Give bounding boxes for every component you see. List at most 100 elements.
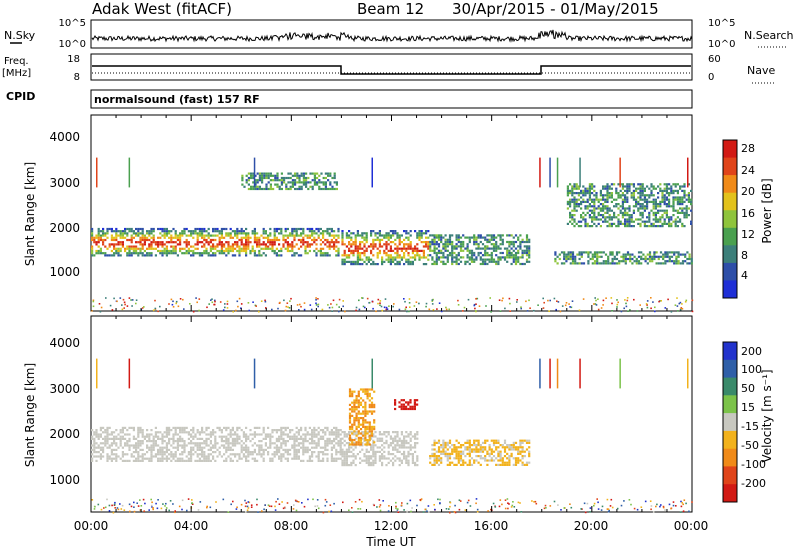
data-cell xyxy=(431,240,434,244)
speckle-cell xyxy=(595,304,598,306)
data-cell xyxy=(514,256,518,259)
data-cell xyxy=(437,439,441,442)
data-cell xyxy=(289,234,292,237)
data-cell xyxy=(675,260,678,263)
data-cell xyxy=(214,440,217,443)
data-cell xyxy=(324,252,327,255)
data-cell xyxy=(451,260,454,263)
data-cell xyxy=(99,252,102,255)
data-cell xyxy=(446,238,449,241)
data-cell xyxy=(295,426,298,429)
data-cell xyxy=(348,260,351,263)
speckle-cell xyxy=(226,307,229,309)
data-cell xyxy=(368,410,371,413)
data-cell xyxy=(254,181,257,184)
data-cell xyxy=(486,238,489,241)
data-cell xyxy=(387,431,390,434)
data-cell xyxy=(113,247,116,250)
data-cell xyxy=(639,187,642,190)
data-cell xyxy=(104,444,107,447)
data-cell xyxy=(212,254,215,257)
data-cell xyxy=(361,258,364,261)
data-cell xyxy=(370,245,373,248)
data-cell xyxy=(253,451,256,454)
data-cell xyxy=(152,238,155,242)
data-cell xyxy=(326,444,329,447)
data-cell xyxy=(97,252,100,255)
data-cell xyxy=(639,218,642,221)
data-cell xyxy=(528,251,531,255)
data-cell xyxy=(157,236,160,239)
data-cell xyxy=(628,225,631,228)
data-cell xyxy=(664,253,667,256)
data-cell xyxy=(405,232,408,235)
data-cell xyxy=(508,249,511,252)
data-cell xyxy=(306,451,309,454)
data-cell xyxy=(236,230,239,233)
data-cell xyxy=(615,198,618,201)
speckle-cell xyxy=(284,309,287,312)
data-cell xyxy=(679,218,682,221)
data-cell xyxy=(337,254,340,257)
speckle-cell xyxy=(409,306,411,308)
data-cell xyxy=(420,234,423,237)
data-cell xyxy=(659,262,663,265)
data-cell xyxy=(345,260,348,263)
data-cell xyxy=(231,444,234,447)
data-cell xyxy=(374,450,377,453)
data-cell xyxy=(337,230,340,233)
data-cell xyxy=(128,249,131,253)
data-cell xyxy=(351,390,354,393)
data-cell xyxy=(354,431,357,434)
data-cell xyxy=(227,448,230,451)
data-cell xyxy=(267,238,270,242)
data-cell xyxy=(362,390,365,393)
data-cell xyxy=(291,232,294,235)
data-cell xyxy=(444,262,447,266)
data-cell xyxy=(409,247,412,250)
data-cell xyxy=(203,230,206,233)
data-cell xyxy=(91,230,94,233)
data-cell xyxy=(615,192,618,195)
data-cell xyxy=(624,262,627,265)
power-data-layer xyxy=(91,157,694,313)
data-cell xyxy=(355,395,358,398)
data-cell xyxy=(617,194,620,197)
data-cell xyxy=(181,252,184,255)
data-cell xyxy=(679,207,682,210)
data-cell xyxy=(165,232,168,235)
data-cell xyxy=(599,194,602,197)
speckle-cell xyxy=(432,309,435,311)
data-cell xyxy=(348,450,351,453)
data-cell xyxy=(150,440,153,443)
data-cell xyxy=(356,260,359,263)
data-cell xyxy=(392,260,395,263)
data-cell xyxy=(313,426,316,429)
data-cell xyxy=(333,236,336,239)
data-cell xyxy=(261,181,264,184)
data-cell xyxy=(409,243,412,246)
data-cell xyxy=(286,435,289,438)
speckle-cell xyxy=(181,499,184,502)
data-cell xyxy=(308,448,311,451)
data-cell xyxy=(368,399,371,402)
data-cell xyxy=(119,431,122,434)
data-cell xyxy=(632,192,635,195)
speckle-cell xyxy=(438,302,441,304)
data-cell xyxy=(335,183,338,186)
data-cell xyxy=(253,241,256,244)
data-cell xyxy=(124,232,127,235)
speckle-cell xyxy=(123,509,126,511)
data-cell xyxy=(91,448,94,451)
data-cell xyxy=(95,252,98,255)
data-cell xyxy=(350,437,353,440)
data-cell xyxy=(363,249,366,252)
speckle-cell xyxy=(526,310,529,312)
colorbar-segment xyxy=(723,280,737,299)
data-cell xyxy=(411,407,414,411)
data-cell xyxy=(324,431,327,434)
data-cell xyxy=(602,216,605,219)
data-cell xyxy=(610,209,613,212)
data-cell xyxy=(265,187,268,191)
data-cell xyxy=(159,448,162,451)
